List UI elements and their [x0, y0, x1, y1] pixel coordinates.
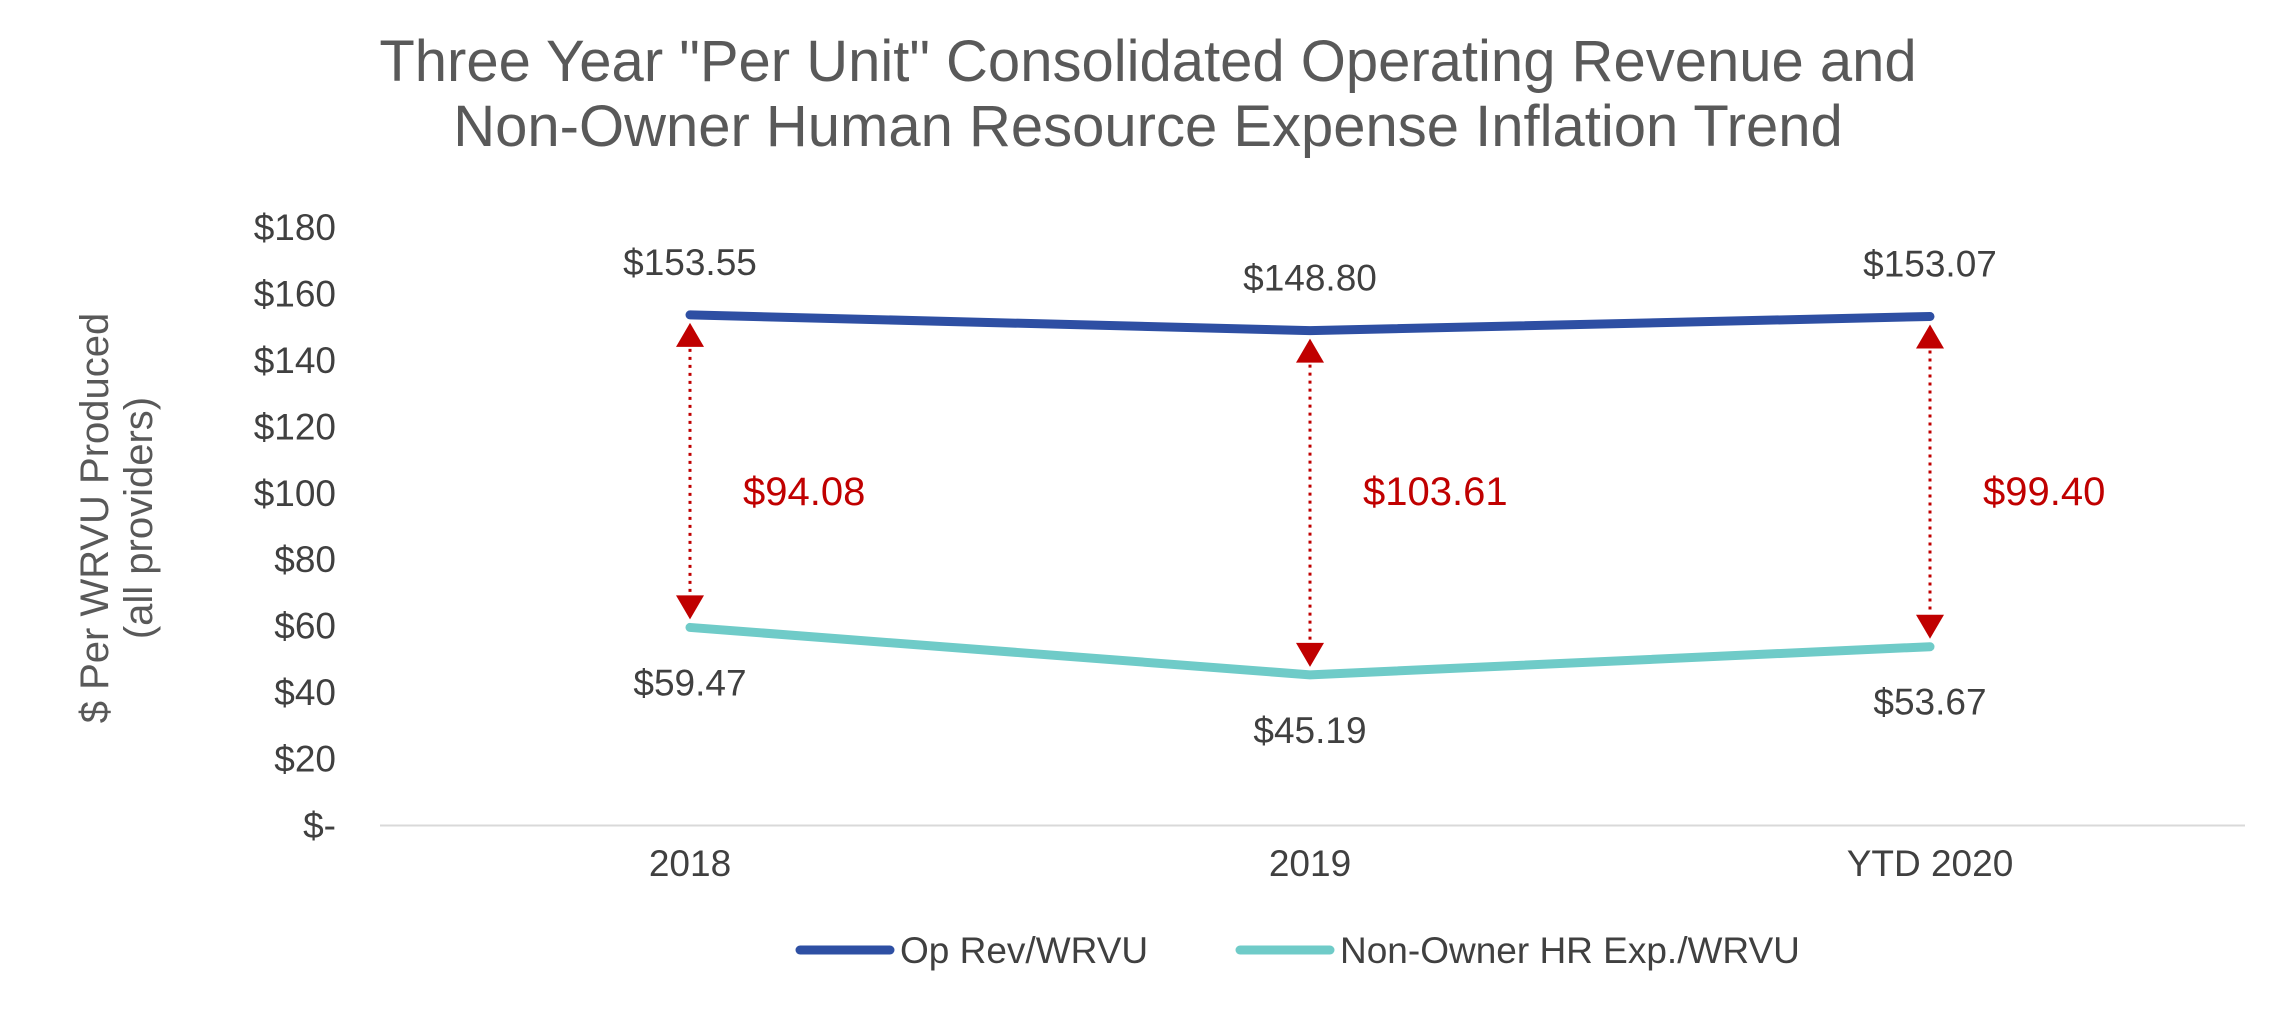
y-axis-title-line: $ Per WRVU Produced [73, 313, 117, 724]
data-label: $153.07 [1863, 243, 1997, 284]
x-axis: 2018 2019 YTD 2020 [380, 824, 2245, 884]
y-tick-label: $80 [274, 539, 336, 580]
x-tick-label: YTD 2020 [1847, 843, 2014, 884]
y-tick-label: $20 [274, 739, 336, 780]
y-tick-label: $160 [254, 273, 336, 314]
y-tick-label: $- [303, 805, 336, 846]
chart-title-line: Three Year "Per Unit" Consolidated Opera… [379, 29, 1916, 94]
difference-arrow-up [1916, 324, 1944, 349]
y-axis-title: $ Per WRVU Produced (all providers) [73, 313, 161, 724]
data-label: $53.67 [1873, 682, 1986, 723]
difference-annotations: $94.08 $103.61 $99.40 [676, 322, 2105, 667]
series-lines [685, 310, 1935, 680]
difference-arrow-down [1916, 614, 1944, 639]
y-tick-label: $40 [274, 672, 336, 713]
difference-arrow-up [676, 322, 704, 347]
difference-arrow-up [1296, 338, 1324, 363]
data-label: $148.80 [1243, 258, 1377, 299]
series-line-hr-exp [685, 622, 1935, 680]
difference-label: $103.61 [1363, 470, 1508, 514]
difference-label: $94.08 [743, 470, 865, 514]
y-tick-label: $120 [254, 406, 336, 447]
y-tick-label: $180 [254, 207, 336, 248]
y-tick-label: $100 [254, 473, 336, 514]
y-tick-label: $140 [254, 340, 336, 381]
legend: Op Rev/WRVU Non-Owner HR Exp./WRVU [795, 930, 1800, 971]
legend-item: Op Rev/WRVU [795, 930, 1148, 971]
difference-arrow-down [1296, 642, 1324, 667]
data-label: $45.19 [1253, 710, 1366, 751]
chart-title-line: Non-Owner Human Resource Expense Inflati… [453, 94, 1842, 159]
y-axis-ticks: $- $20 $40 $60 $80 $100 $120 $140 $160 $180 [254, 207, 336, 846]
chart-title: Three Year "Per Unit" Consolidated Opera… [379, 29, 1916, 159]
x-tick-label: 2018 [649, 843, 731, 884]
data-label: $153.55 [623, 242, 757, 283]
series-line-op-rev [685, 310, 1935, 336]
data-labels: $153.55 $148.80 $153.07 $59.47 $45.19 $53.67 [623, 242, 1997, 751]
legend-label: Op Rev/WRVU [900, 930, 1148, 971]
data-label: $59.47 [633, 662, 746, 703]
y-tick-label: $60 [274, 606, 336, 647]
legend-item: Non-Owner HR Exp./WRVU [1235, 930, 1800, 971]
y-axis-title-line: (all providers) [117, 397, 161, 639]
legend-label: Non-Owner HR Exp./WRVU [1340, 930, 1800, 971]
difference-arrow-down [676, 595, 704, 620]
x-tick-label: 2019 [1269, 843, 1351, 884]
difference-label: $99.40 [1983, 470, 2105, 514]
